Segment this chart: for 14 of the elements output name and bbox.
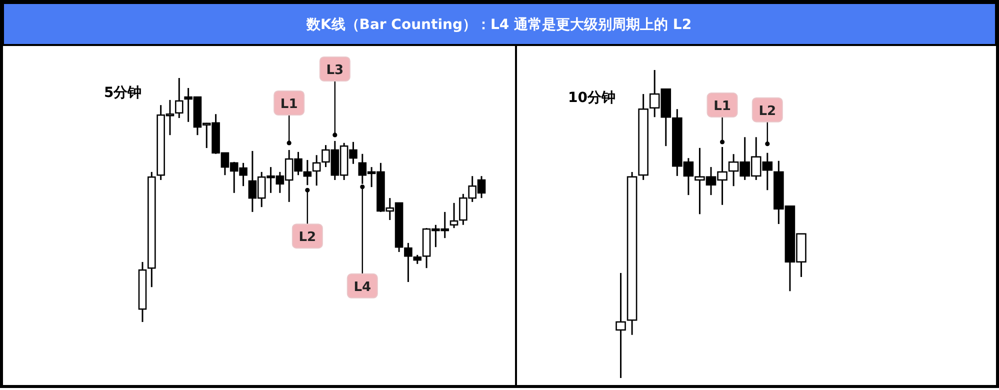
- candlestick: [616, 272, 626, 379]
- annotation: L1: [714, 99, 731, 114]
- candlestick: [312, 154, 321, 186]
- candlestick: [303, 159, 312, 186]
- text: 5分钟: [104, 85, 142, 101]
- annotation: L4: [354, 280, 372, 295]
- annotation: L1: [280, 96, 298, 112]
- candlestick: [174, 77, 184, 119]
- candlestick: [450, 202, 458, 229]
- text: 10分钟: [568, 90, 616, 106]
- chart-title: 数K线（Bar Counting）：L4 通常是更大级别周期上的 L2: [305, 16, 692, 33]
- annotation: L2: [298, 230, 316, 246]
- annotation: L2: [758, 104, 776, 119]
- annotation: L3: [326, 62, 344, 78]
